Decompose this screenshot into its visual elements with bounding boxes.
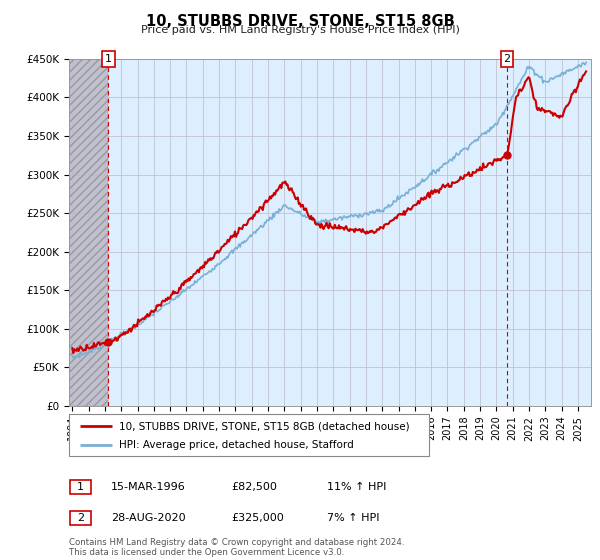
Text: 15-MAR-1996: 15-MAR-1996 xyxy=(111,482,186,492)
Text: Price paid vs. HM Land Registry's House Price Index (HPI): Price paid vs. HM Land Registry's House … xyxy=(140,25,460,35)
Text: 2: 2 xyxy=(503,54,511,64)
Text: 1: 1 xyxy=(105,54,112,64)
Text: 7% ↑ HPI: 7% ↑ HPI xyxy=(327,513,379,523)
Text: 11% ↑ HPI: 11% ↑ HPI xyxy=(327,482,386,492)
Text: Contains HM Land Registry data © Crown copyright and database right 2024.
This d: Contains HM Land Registry data © Crown c… xyxy=(69,538,404,557)
Text: 2: 2 xyxy=(77,513,84,523)
Bar xyxy=(69,59,109,406)
Text: 10, STUBBS DRIVE, STONE, ST15 8GB: 10, STUBBS DRIVE, STONE, ST15 8GB xyxy=(146,14,454,29)
Text: 10, STUBBS DRIVE, STONE, ST15 8GB (detached house): 10, STUBBS DRIVE, STONE, ST15 8GB (detac… xyxy=(119,421,410,431)
Text: £82,500: £82,500 xyxy=(231,482,277,492)
Text: 28-AUG-2020: 28-AUG-2020 xyxy=(111,513,185,523)
Bar xyxy=(69,59,109,406)
Text: £325,000: £325,000 xyxy=(231,513,284,523)
Text: 1: 1 xyxy=(77,482,84,492)
Text: HPI: Average price, detached house, Stafford: HPI: Average price, detached house, Staf… xyxy=(119,440,354,450)
